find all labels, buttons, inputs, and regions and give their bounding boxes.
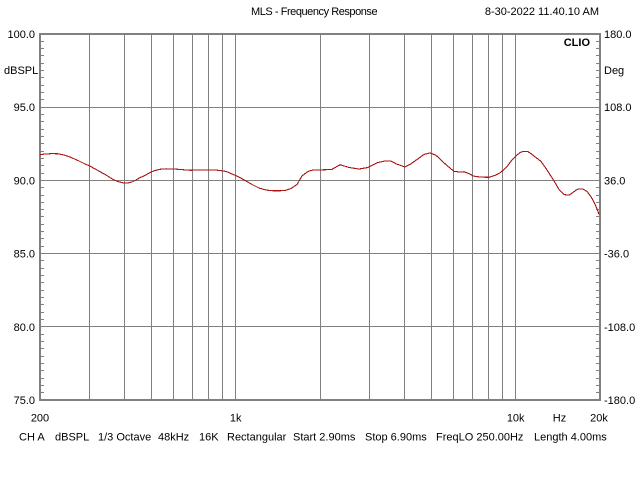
svg-text:dBSPL: dBSPL (55, 432, 89, 444)
svg-text:MLS - Frequency Response: MLS - Frequency Response (251, 6, 377, 18)
svg-text:-180.0: -180.0 (604, 395, 635, 407)
svg-text:95.0: 95.0 (14, 102, 35, 114)
svg-text:200: 200 (31, 413, 49, 425)
svg-text:1/3 Octave: 1/3 Octave (98, 432, 151, 444)
svg-text:Rectangular: Rectangular (227, 432, 287, 444)
svg-text:85.0: 85.0 (14, 249, 35, 261)
svg-text:16K: 16K (199, 432, 219, 444)
svg-text:FreqLO 250.00Hz: FreqLO 250.00Hz (436, 432, 523, 444)
svg-text:180.0: 180.0 (604, 29, 632, 41)
svg-text:75.0: 75.0 (14, 395, 35, 407)
svg-text:-36.0: -36.0 (604, 249, 629, 261)
svg-text:Deg: Deg (604, 65, 624, 77)
svg-text:1k: 1k (230, 413, 242, 425)
svg-text:8-30-2022 11.40.10 AM: 8-30-2022 11.40.10 AM (485, 6, 599, 18)
svg-text:10k: 10k (507, 413, 525, 425)
svg-text:80.0: 80.0 (14, 322, 35, 334)
svg-text:108.0: 108.0 (604, 102, 632, 114)
svg-text:Length 4.00ms: Length 4.00ms (534, 432, 607, 444)
svg-text:Start 2.90ms: Start 2.90ms (293, 432, 356, 444)
svg-text:dBSPL: dBSPL (4, 65, 38, 77)
svg-text:-108.0: -108.0 (604, 322, 635, 334)
svg-text:CH A: CH A (19, 432, 45, 444)
svg-text:CLIO: CLIO (564, 37, 591, 49)
svg-text:48kHz: 48kHz (158, 432, 189, 444)
svg-text:100.0: 100.0 (7, 29, 35, 41)
svg-text:90.0: 90.0 (14, 175, 35, 187)
svg-text:Hz: Hz (553, 413, 566, 425)
svg-text:36.0: 36.0 (604, 175, 625, 187)
svg-text:Stop 6.90ms: Stop 6.90ms (365, 432, 427, 444)
svg-text:20k: 20k (590, 413, 608, 425)
